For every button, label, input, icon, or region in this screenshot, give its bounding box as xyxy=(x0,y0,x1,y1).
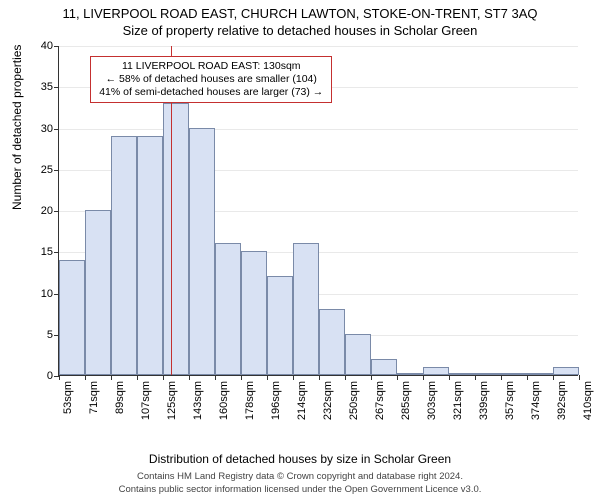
y-tick-label: 30 xyxy=(41,123,59,135)
y-tick-label: 20 xyxy=(41,205,59,217)
footer-line-1: Contains HM Land Registry data © Crown c… xyxy=(0,471,600,483)
y-tick-label: 35 xyxy=(41,81,59,93)
histogram-bar xyxy=(293,243,319,375)
footer-line-2: Contains public sector information licen… xyxy=(0,484,600,496)
x-tick xyxy=(527,375,528,380)
histogram-bar xyxy=(85,210,111,375)
x-tick-label: 357sqm xyxy=(504,381,516,420)
x-tick-label: 374sqm xyxy=(530,381,542,420)
x-tick-label: 250sqm xyxy=(348,381,360,420)
x-tick-label: 160sqm xyxy=(218,381,230,420)
x-tick xyxy=(423,375,424,380)
x-tick-label: 178sqm xyxy=(244,381,256,420)
chart-title-sub: Size of property relative to detached ho… xyxy=(0,21,600,38)
x-tick xyxy=(215,375,216,380)
histogram-bar xyxy=(475,373,501,375)
x-tick xyxy=(267,375,268,380)
x-tick xyxy=(137,375,138,380)
chart-title-main: 11, LIVERPOOL ROAD EAST, CHURCH LAWTON, … xyxy=(0,0,600,21)
x-tick xyxy=(241,375,242,380)
histogram-bar xyxy=(449,373,475,375)
x-tick xyxy=(475,375,476,380)
y-tick-label: 5 xyxy=(47,329,59,341)
x-tick-label: 285sqm xyxy=(400,381,412,420)
x-tick-label: 196sqm xyxy=(270,381,282,420)
plot-area: 051015202530354053sqm71sqm89sqm107sqm125… xyxy=(58,46,578,376)
x-tick xyxy=(397,375,398,380)
x-tick xyxy=(553,375,554,380)
annotation-box: 11 LIVERPOOL ROAD EAST: 130sqm← 58% of d… xyxy=(90,56,332,103)
histogram-bar xyxy=(527,373,553,375)
x-tick-label: 53sqm xyxy=(62,381,74,414)
gridline xyxy=(59,46,578,47)
annotation-line: 11 LIVERPOOL ROAD EAST: 130sqm xyxy=(99,60,323,73)
histogram-bar xyxy=(137,136,163,375)
x-tick-label: 410sqm xyxy=(582,381,594,420)
x-tick-label: 339sqm xyxy=(478,381,490,420)
footer-attribution: Contains HM Land Registry data © Crown c… xyxy=(0,471,600,496)
x-tick-label: 107sqm xyxy=(140,381,152,420)
annotation-line: ← 58% of detached houses are smaller (10… xyxy=(99,73,323,86)
x-tick-label: 143sqm xyxy=(192,381,204,420)
y-tick-label: 40 xyxy=(41,40,59,52)
x-tick xyxy=(371,375,372,380)
x-tick xyxy=(501,375,502,380)
x-tick-label: 125sqm xyxy=(166,381,178,420)
x-tick xyxy=(59,375,60,380)
x-tick-label: 321sqm xyxy=(452,381,464,420)
histogram-bar xyxy=(501,373,527,375)
histogram-bar xyxy=(553,367,579,375)
x-tick-label: 89sqm xyxy=(114,381,126,414)
histogram-bar xyxy=(267,276,293,375)
histogram-bar xyxy=(371,359,397,376)
annotation-line: 41% of semi-detached houses are larger (… xyxy=(99,86,323,99)
x-tick xyxy=(345,375,346,380)
histogram-bar xyxy=(241,251,267,375)
y-tick-label: 25 xyxy=(41,164,59,176)
y-tick-label: 0 xyxy=(47,370,59,382)
x-tick-label: 303sqm xyxy=(426,381,438,420)
gridline xyxy=(59,129,578,130)
x-tick xyxy=(111,375,112,380)
x-tick xyxy=(319,375,320,380)
histogram-bar xyxy=(397,373,423,375)
histogram-bar xyxy=(319,309,345,375)
x-tick xyxy=(449,375,450,380)
x-tick xyxy=(579,375,580,380)
x-tick-label: 214sqm xyxy=(296,381,308,420)
histogram-bar xyxy=(423,367,449,375)
histogram-bar xyxy=(111,136,137,375)
x-axis-label: Distribution of detached houses by size … xyxy=(0,452,600,466)
histogram-bar xyxy=(189,128,215,376)
x-tick xyxy=(85,375,86,380)
x-tick xyxy=(293,375,294,380)
x-tick-label: 267sqm xyxy=(374,381,386,420)
x-tick-label: 71sqm xyxy=(88,381,100,414)
y-axis-label: Number of detached properties xyxy=(10,45,24,210)
histogram-bar xyxy=(59,260,85,376)
x-tick xyxy=(189,375,190,380)
histogram-bar xyxy=(163,103,189,375)
y-tick-label: 15 xyxy=(41,246,59,258)
histogram-bar xyxy=(215,243,241,375)
y-tick-label: 10 xyxy=(41,288,59,300)
x-tick-label: 392sqm xyxy=(556,381,568,420)
x-tick-label: 232sqm xyxy=(322,381,334,420)
chart-container: 11, LIVERPOOL ROAD EAST, CHURCH LAWTON, … xyxy=(0,0,600,500)
histogram-bar xyxy=(345,334,371,375)
x-tick xyxy=(163,375,164,380)
